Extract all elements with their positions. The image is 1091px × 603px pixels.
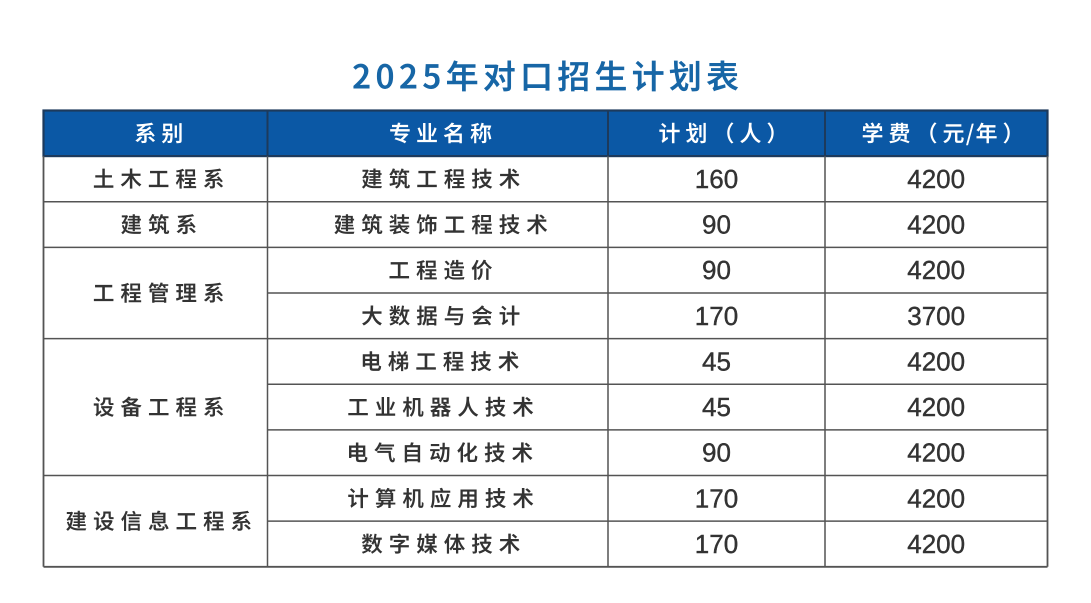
svg-text:90: 90 <box>702 438 731 468</box>
svg-text:4200: 4200 <box>907 438 965 468</box>
svg-text:4200: 4200 <box>907 255 965 285</box>
svg-text:170: 170 <box>695 529 738 559</box>
svg-text:45: 45 <box>702 392 731 422</box>
svg-text:90: 90 <box>702 210 731 240</box>
svg-text:4200: 4200 <box>907 346 965 376</box>
svg-text:4200: 4200 <box>907 529 965 559</box>
svg-text:3700: 3700 <box>907 301 965 331</box>
svg-text:160: 160 <box>695 164 738 194</box>
svg-text:170: 170 <box>695 301 738 331</box>
svg-text:4200: 4200 <box>907 210 965 240</box>
svg-text:4200: 4200 <box>907 164 965 194</box>
svg-text:4200: 4200 <box>907 392 965 422</box>
svg-text:170: 170 <box>695 483 738 513</box>
svg-text:45: 45 <box>702 346 731 376</box>
svg-text:4200: 4200 <box>907 483 965 513</box>
svg-text:90: 90 <box>702 255 731 285</box>
